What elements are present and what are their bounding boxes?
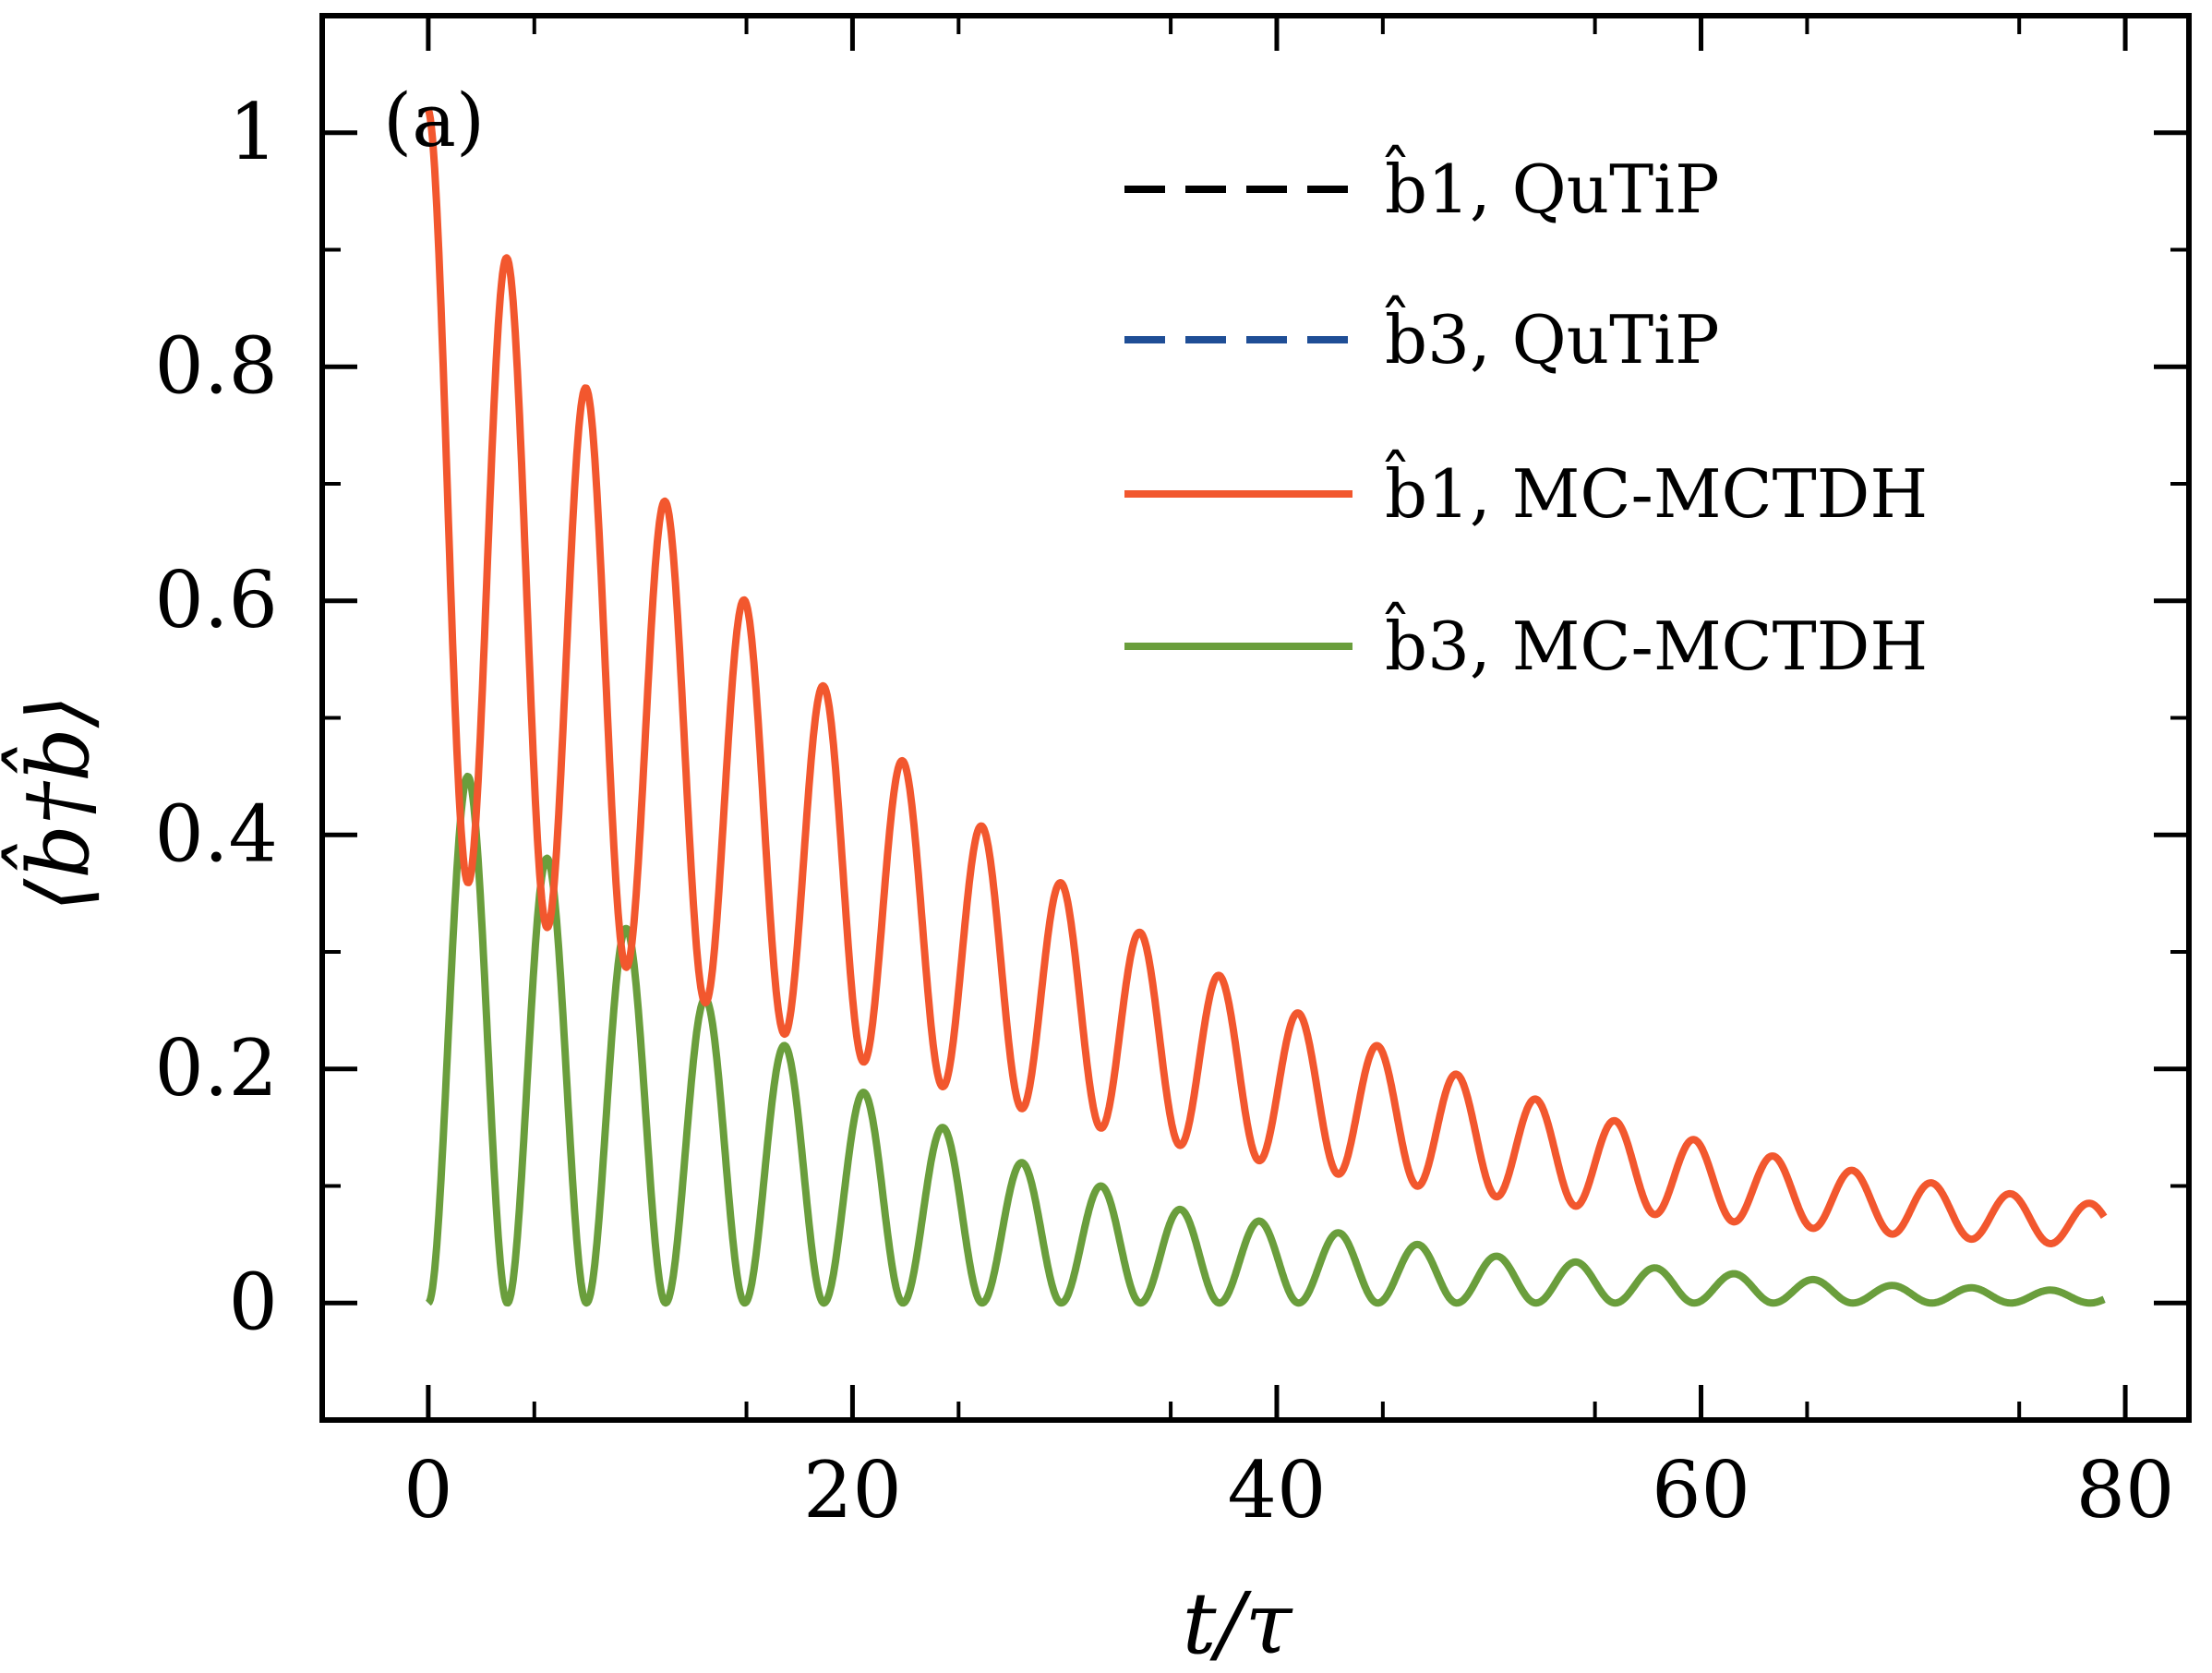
x-axis-label: t/τ: [1183, 1574, 1294, 1673]
x-tick-label: 0: [403, 1445, 452, 1535]
x-tick-label: 40: [1228, 1445, 1327, 1535]
y-tick-label: 0.8: [154, 320, 278, 411]
y-tick-label: 0.2: [154, 1023, 278, 1113]
x-tick-label: 20: [803, 1445, 902, 1535]
y-axis-label: ⟨b̂†b̂⟩: [1, 694, 108, 912]
tick-labels: 0 20 40 60 80 0 0.2 0.4 0.6 0.8 1: [154, 87, 2174, 1535]
y-tick-label: 1: [229, 87, 278, 177]
y-tick-label: 0.4: [154, 788, 278, 879]
legend-label-b3-mcmctdh: b̂3, MC-MCTDH: [1385, 600, 1929, 685]
legend-label-b1-mcmctdh: b̂1, MC-MCTDH: [1385, 448, 1929, 533]
series-line-b1-mcmctdh: [425, 108, 2108, 1247]
legend-label-b3-qutip: b̂3, QuTiP: [1385, 294, 1720, 379]
legend: b̂1, QuTiP b̂3, QuTiP b̂1, MC-MCTDH b̂3,…: [1124, 143, 1928, 685]
y-tick-label: 0.6: [154, 555, 278, 645]
y-tick-label: 0: [229, 1257, 278, 1347]
x-tick-label: 60: [1652, 1445, 1750, 1535]
panel-label: (a): [383, 78, 485, 163]
x-tick-label: 80: [2076, 1445, 2175, 1535]
axis-ticks: [322, 14, 2189, 1422]
series-line-b3-mcmctdh: [426, 773, 2107, 1307]
legend-label-b1-qutip: b̂1, QuTiP: [1385, 143, 1720, 228]
plot-lines: [425, 108, 2108, 1307]
